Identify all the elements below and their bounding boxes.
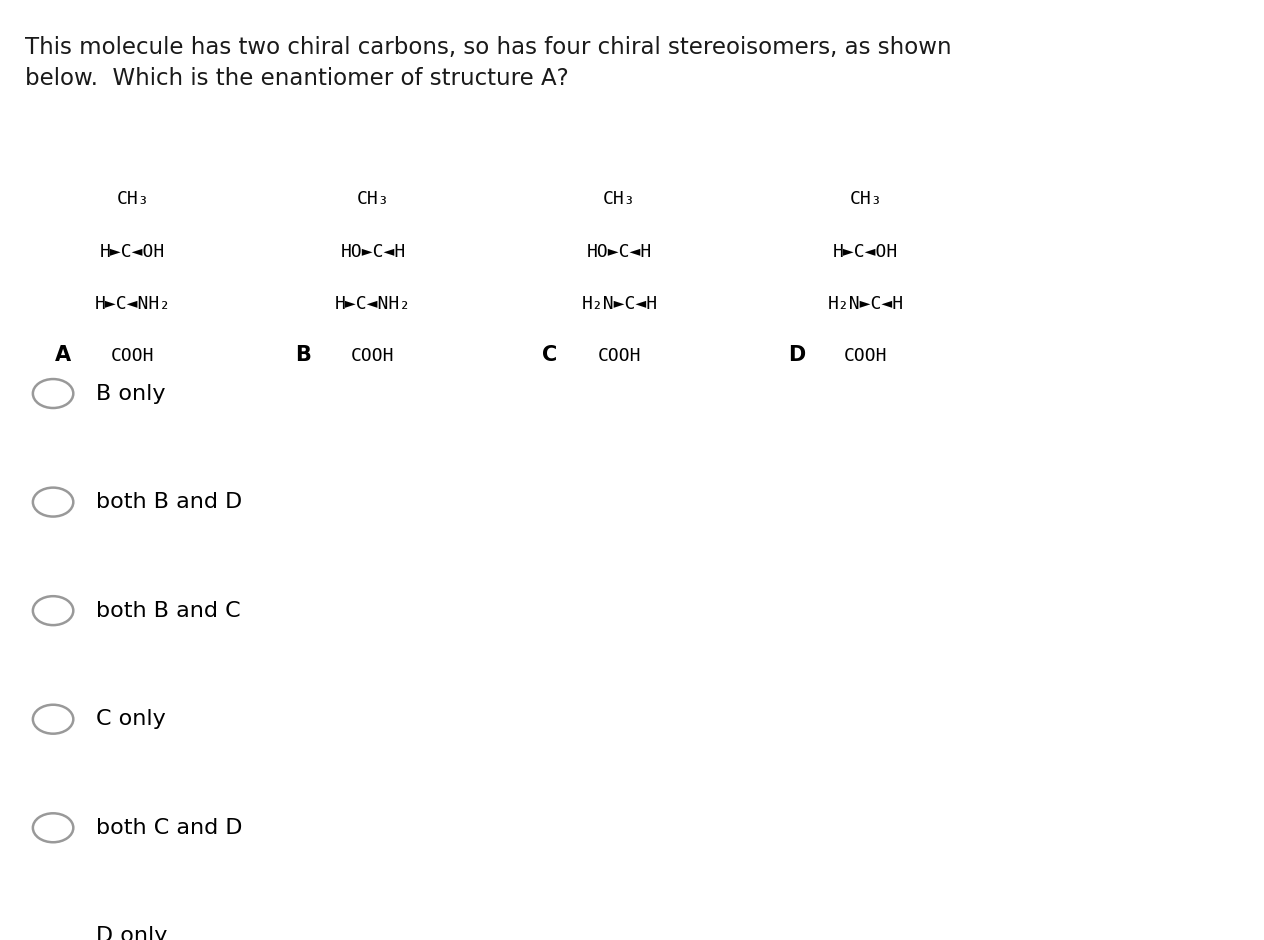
Text: C only: C only [96,709,166,729]
Text: H₂N►C◄H: H₂N►C◄H [828,295,904,313]
Text: COOH: COOH [111,348,154,366]
Text: B: B [296,346,311,366]
Text: both B and C: both B and C [96,601,240,620]
Text: H►C◄NH₂: H►C◄NH₂ [335,295,411,313]
Text: CH₃: CH₃ [116,190,149,208]
Text: C: C [542,346,557,366]
Text: H₂N►C◄H: H₂N►C◄H [581,295,657,313]
Text: H►C◄OH: H►C◄OH [100,243,166,260]
Text: COOH: COOH [598,348,641,366]
Text: both B and D: both B and D [96,493,243,512]
Text: HO►C◄H: HO►C◄H [586,243,652,260]
Text: This molecule has two chiral carbons, so has four chiral stereoisomers, as shown: This molecule has two chiral carbons, so… [25,36,952,90]
Text: CH₃: CH₃ [849,190,882,208]
Text: H►C◄OH: H►C◄OH [833,243,899,260]
Text: COOH: COOH [844,348,887,366]
Text: CH₃: CH₃ [356,190,389,208]
Text: HO►C◄H: HO►C◄H [340,243,406,260]
Text: B only: B only [96,384,166,403]
Text: COOH: COOH [351,348,394,366]
Text: D only: D only [96,926,167,940]
Text: both C and D: both C and D [96,818,243,838]
Text: CH₃: CH₃ [603,190,636,208]
Text: H►C◄NH₂: H►C◄NH₂ [95,295,171,313]
Text: A: A [56,346,71,366]
Text: D: D [787,346,805,366]
